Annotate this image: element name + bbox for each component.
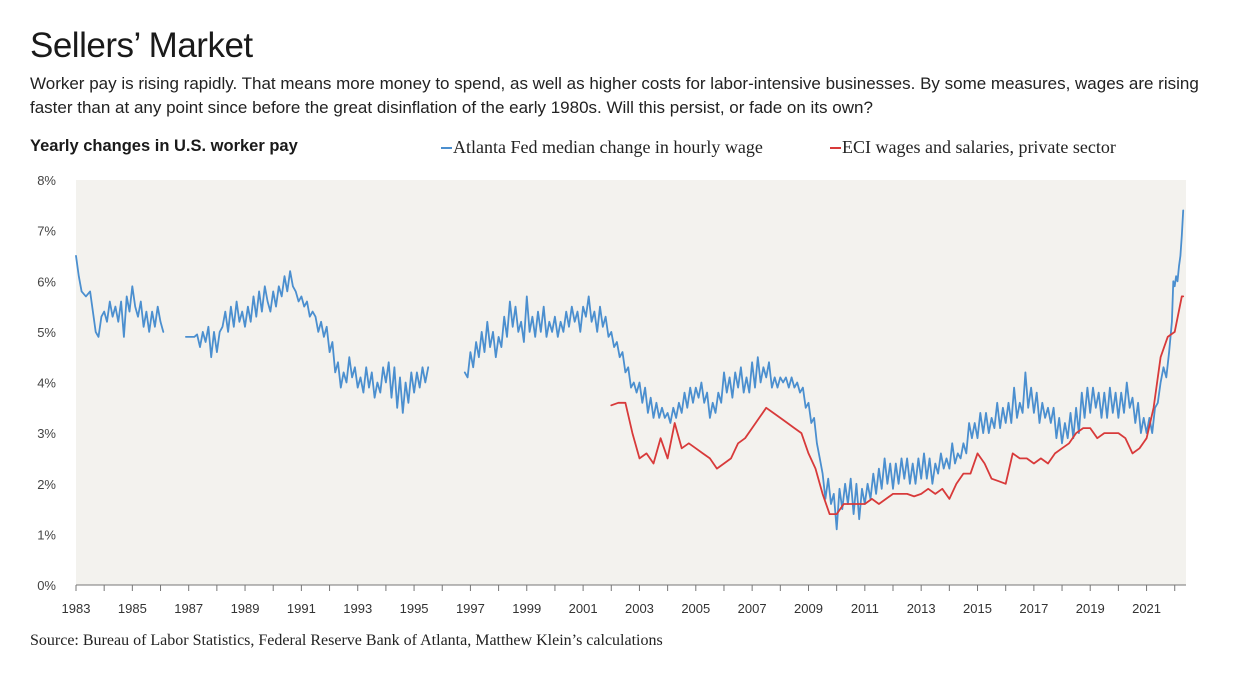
x-tick-label: 2001 (569, 601, 598, 616)
y-axis: 0% 1% 2% 3% 4% 5% 6% 7% 8% (37, 173, 56, 593)
legend-label-atlanta-fed: Atlanta Fed median change in hourly wage (453, 137, 763, 157)
source-note: Source: Bureau of Labor Statistics, Fede… (30, 632, 663, 649)
series-line-atlanta-fed (463, 209, 1185, 531)
x-tick-label: 1987 (174, 601, 203, 616)
x-tick-label: 1991 (287, 601, 316, 616)
x-tick-label: 2015 (963, 601, 992, 616)
x-tick-label: 2007 (738, 601, 767, 616)
y-tick-label: 2% (37, 477, 56, 492)
x-tick-label: 2019 (1076, 601, 1105, 616)
legend-swatch-eci (830, 146, 841, 149)
x-tick-label: 1989 (231, 601, 260, 616)
x-tick-label: 2017 (1019, 601, 1048, 616)
page-title: Sellers’ Market (30, 26, 253, 65)
legend-label-eci: ECI wages and salaries, private sector (842, 137, 1116, 157)
x-tick-label: 2003 (625, 601, 654, 616)
y-tick-label: 4% (37, 376, 56, 391)
legend-item-atlanta-fed: Atlanta Fed median change in hourly wage (441, 137, 763, 158)
y-tick-label: 5% (37, 325, 56, 340)
x-tick-label: 1995 (400, 601, 429, 616)
series-lines (75, 209, 1185, 531)
page-subtitle: Worker pay is rising rapidly. That means… (30, 74, 1199, 117)
legend-item-eci: ECI wages and salaries, private sector (830, 137, 1116, 158)
legend-swatch-atlanta-fed (441, 146, 452, 149)
y-tick-label: 0% (37, 578, 56, 593)
x-tick-label: 2013 (907, 601, 936, 616)
x-tick-label: 1985 (118, 601, 147, 616)
series-line-atlanta-fed (185, 270, 430, 414)
x-tick-label: 1993 (343, 601, 372, 616)
x-tick-label: 1997 (456, 601, 485, 616)
y-tick-label: 6% (37, 274, 56, 289)
series-line-atlanta-fed (75, 255, 165, 338)
x-tick-label: 1983 (62, 601, 91, 616)
series-line-eci (610, 295, 1185, 515)
x-tick-label: 2009 (794, 601, 823, 616)
x-tick-label: 2021 (1132, 601, 1161, 616)
y-tick-label: 1% (37, 527, 56, 542)
y-tick-label: 3% (37, 426, 56, 441)
line-chart: 0%1%2%3%4%5%6%7%8% 1983 1985 1987 1989 1991 1… (37, 173, 1186, 616)
x-tick-label: 2011 (851, 601, 879, 616)
x-axis: 1983 1985 1987 1989 1991 1993 1995 1997 1999 2001… (62, 584, 1186, 616)
chart-title: Yearly changes in U.S. worker pay (30, 137, 298, 155)
y-tick-label: 7% (37, 224, 56, 239)
x-tick-label: 2005 (681, 601, 710, 616)
x-tick-label: 1999 (512, 601, 541, 616)
y-tick-label: 8% (37, 173, 56, 188)
